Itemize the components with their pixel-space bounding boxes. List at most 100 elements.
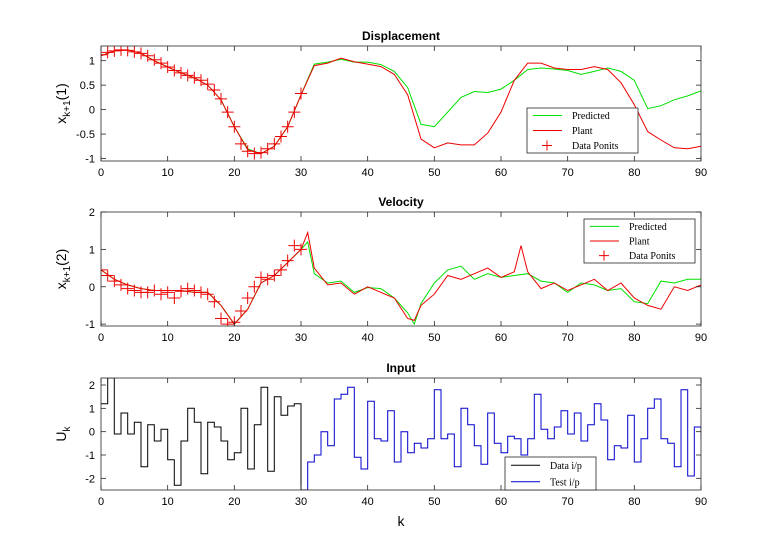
x-tick-label: 10 (162, 167, 174, 179)
x-tick-label: 80 (628, 167, 640, 179)
y-tick-label: 1 (89, 244, 95, 256)
y-label-main: U (53, 431, 69, 441)
y-tick-label: 2 (89, 380, 95, 392)
data-point-marker (241, 145, 254, 158)
legend-entry-predicted: Predicted (590, 222, 667, 233)
y-axis-label: xk+1(2) (53, 249, 73, 290)
x-tick-label: 70 (562, 167, 574, 179)
chart-title: Displacement (362, 29, 440, 43)
legend-marker (599, 250, 609, 261)
y-tick-label: 1 (89, 56, 95, 68)
data-point-marker (281, 254, 294, 267)
legend-entry-plant: Plant (533, 126, 593, 137)
data-point-marker (101, 48, 107, 61)
data-point-marker (175, 66, 187, 79)
axes-frame (100, 377, 702, 491)
data-point-marker (295, 243, 307, 256)
y-label-subscript: k+1 (62, 100, 73, 117)
y-tick-label: -1 (85, 450, 95, 462)
subplot-1: 0 10 20 30 40 50 60 70 80 90 -1 -0.5 0 0.5 1 Displaceme… (53, 29, 707, 179)
data-point-marker (155, 57, 167, 70)
data-point-marker (141, 49, 154, 62)
legend-entry-test-i-p: Test i/p (511, 477, 580, 488)
data-point-marker (201, 288, 214, 301)
x-tick-label: 50 (428, 332, 440, 344)
data-point-marker (281, 120, 294, 133)
data-point-marker (128, 284, 141, 297)
y-label-main: x (53, 282, 69, 289)
data-point-marker (141, 286, 154, 299)
x-tick-label: 0 (98, 496, 104, 508)
data-point-marker (101, 46, 114, 59)
data-point-marker (248, 147, 261, 160)
data-point-marker (155, 288, 167, 301)
data-point-marker (215, 312, 227, 325)
data-point-marker (275, 263, 287, 276)
legend-label: Test i/p (550, 477, 580, 488)
data-point-marker (108, 46, 121, 57)
y-tick-label: -1 (85, 319, 95, 331)
data-point-marker (168, 64, 181, 77)
legend: Predicted Plant Data Ponits (583, 218, 696, 264)
y-label-argument: (2) (53, 249, 69, 266)
x-tick-label: 30 (295, 332, 307, 344)
x-tick-label: 80 (628, 332, 640, 344)
legend-label: Data Ponits (572, 141, 618, 152)
data-point-marker (235, 305, 247, 318)
y-tick-label: 0 (89, 427, 95, 439)
data-point-marker (275, 130, 287, 143)
data-point-marker (221, 318, 234, 326)
legend-entry-plant: Plant (590, 237, 650, 248)
x-tick-label: 20 (228, 167, 240, 179)
y-tick-label: 0.5 (80, 80, 95, 92)
x-tick-label: 90 (695, 167, 707, 179)
x-tick-label: 90 (695, 332, 707, 344)
data-layer (101, 230, 701, 326)
chart-title: Velocity (378, 195, 424, 209)
legend-entry-data-i-p: Data i/p (511, 461, 582, 472)
data-point-marker (128, 46, 141, 58)
x-tick-label: 80 (628, 496, 640, 508)
y-tick-label: 0 (89, 282, 95, 294)
y-tick-label: -1 (85, 154, 95, 166)
data-point-marker (121, 282, 134, 295)
data-point-marker (288, 106, 301, 119)
x-tick-label: 0 (98, 167, 104, 179)
axes-frame (100, 211, 702, 327)
x-axis-label: k (398, 513, 406, 529)
data-point-marker (268, 269, 281, 282)
x-tick-label: 40 (362, 167, 374, 179)
data-point-marker (195, 286, 207, 299)
y-tick-label: -2 (85, 473, 95, 485)
y-label-main: x (53, 117, 69, 124)
legend-entry-data-ponits: Data Ponits (599, 250, 675, 262)
data-point-marker (255, 271, 267, 284)
legend-label: Data i/p (550, 461, 582, 472)
x-tick-label: 60 (495, 332, 507, 344)
chart-title: Input (386, 361, 415, 375)
data-point-marker (108, 275, 121, 288)
x-tick-label: 10 (162, 496, 174, 508)
data-point-marker (228, 120, 241, 133)
y-label-subscript: k (62, 425, 73, 431)
x-tick-label: 90 (695, 496, 707, 508)
legend-marker (542, 140, 552, 151)
data-point-marker (161, 61, 174, 74)
legend-label: Predicted (629, 222, 667, 233)
legend-label: Predicted (572, 111, 610, 122)
x-tick-label: 20 (228, 332, 240, 344)
data-point-marker (168, 291, 181, 304)
legend-entry-data-ponits: Data Ponits (542, 140, 618, 152)
data-point-marker (188, 71, 201, 84)
y-label-argument: (1) (53, 83, 69, 100)
data-point-marker (215, 92, 227, 105)
x-tick-label: 50 (428, 167, 440, 179)
data-point-marker (235, 137, 247, 150)
x-tick-label: 40 (362, 496, 374, 508)
legend: Predicted Plant Data Ponits (526, 107, 639, 154)
data-point-marker (208, 84, 221, 97)
data-point-marker (188, 284, 201, 297)
x-tick-label: 30 (295, 167, 307, 179)
